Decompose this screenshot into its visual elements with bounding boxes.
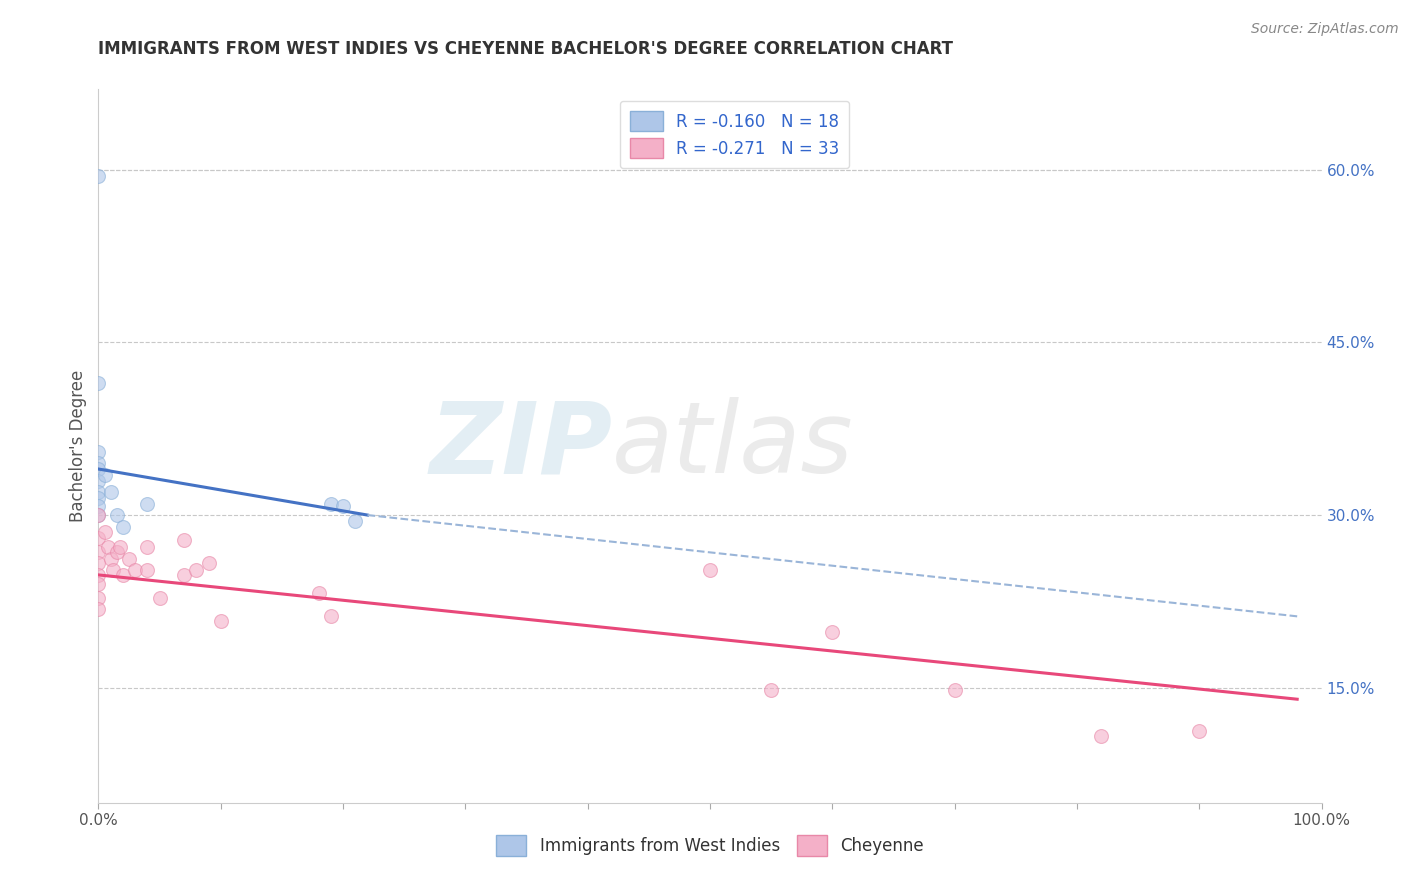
Point <box>87 557 110 571</box>
Point <box>100 551 122 566</box>
Point <box>87 591 110 605</box>
Point <box>87 508 110 522</box>
Point <box>87 568 110 582</box>
Point <box>101 563 124 577</box>
Point <box>308 586 330 600</box>
Point <box>699 563 721 577</box>
Point <box>319 609 342 624</box>
Point <box>1090 729 1112 743</box>
Text: Source: ZipAtlas.com: Source: ZipAtlas.com <box>1251 22 1399 37</box>
Point <box>118 551 141 566</box>
Legend: Immigrants from West Indies, Cheyenne: Immigrants from West Indies, Cheyenne <box>489 829 931 863</box>
Text: IMMIGRANTS FROM WEST INDIES VS CHEYENNE BACHELOR'S DEGREE CORRELATION CHART: IMMIGRANTS FROM WEST INDIES VS CHEYENNE … <box>98 40 953 58</box>
Point <box>93 525 115 540</box>
Point <box>87 545 110 559</box>
Point <box>209 614 232 628</box>
Point <box>87 602 110 616</box>
Point <box>87 499 110 513</box>
Point <box>87 376 110 390</box>
Point <box>87 462 110 476</box>
Point <box>93 467 115 482</box>
Point <box>87 577 110 591</box>
Point <box>136 563 159 577</box>
Point <box>149 591 172 605</box>
Point <box>87 491 110 505</box>
Text: ZIP: ZIP <box>429 398 612 494</box>
Point <box>943 683 966 698</box>
Point <box>87 456 110 470</box>
Point <box>100 485 122 500</box>
Point <box>124 563 146 577</box>
Text: atlas: atlas <box>612 398 853 494</box>
Point <box>97 541 120 555</box>
Point <box>110 541 132 555</box>
Point <box>761 683 783 698</box>
Point <box>87 485 110 500</box>
Point <box>136 541 159 555</box>
Point <box>173 568 195 582</box>
Point <box>1188 724 1211 739</box>
Point <box>87 444 110 458</box>
Point <box>105 545 128 559</box>
Point <box>344 514 367 528</box>
Point <box>87 474 110 488</box>
Point <box>173 533 195 548</box>
Y-axis label: Bachelor's Degree: Bachelor's Degree <box>69 370 87 522</box>
Point <box>87 169 110 183</box>
Point <box>105 508 128 522</box>
Point <box>136 497 159 511</box>
Point <box>111 519 134 533</box>
Point <box>87 531 110 545</box>
Point <box>332 499 354 513</box>
Point <box>197 557 219 571</box>
Point <box>319 497 342 511</box>
Point <box>821 625 844 640</box>
Point <box>111 568 134 582</box>
Point <box>87 508 110 522</box>
Point <box>186 563 208 577</box>
